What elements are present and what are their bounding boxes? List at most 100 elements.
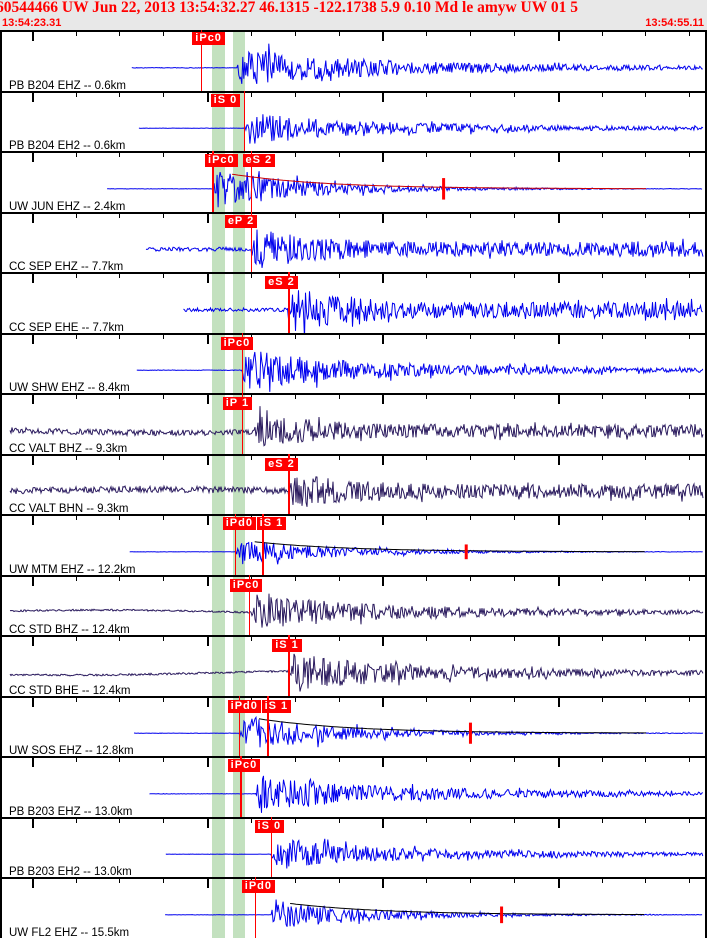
axis-tick [601,454,603,460]
axis-tick [557,212,560,223]
axis-tick [557,575,560,586]
axis-tick [601,333,603,339]
axis-tick [207,756,210,767]
trace-row[interactable]: iPd0 iS 1 UW MTM EHZ -- 12.2km [0,514,707,575]
phase-pick-line[interactable] [212,151,214,212]
phase-pick-line[interactable] [250,212,253,272]
phase-pick-label[interactable]: iS 1 [272,639,302,653]
phase-pick-line[interactable] [288,272,290,333]
axis-tick [513,817,515,823]
phase-pick-label[interactable]: iPc0 [220,337,254,350]
panel-right-border [705,333,707,393]
axis-tick [207,91,210,102]
phase-pick-label[interactable]: eP 2 [224,215,258,229]
phase-pick-line[interactable] [267,696,269,756]
trace-panel[interactable]: iPc0 PB B204 EHZ -- 0.6km iS 0 PB B204 EH2 … [0,30,707,938]
axis-tick [689,454,691,460]
time-axis [0,817,707,819]
phase-pick-line[interactable] [250,151,253,212]
axis-tick [163,635,165,641]
waveform [131,43,703,85]
trace-row[interactable]: iPd0 iS 1 UW SOS EHZ -- 12.8km [0,696,707,756]
phase-pick-label[interactable]: iPc0 [192,32,225,46]
coda-window-shade [233,575,245,635]
axis-tick [382,635,385,646]
trace-row[interactable]: iS 0 PB B204 EH2 -- 0.6km [0,91,707,151]
axis-tick [689,272,691,278]
axis-tick [645,30,647,36]
axis-tick [294,333,296,339]
phase-pick-label[interactable]: iP 1 [222,397,253,411]
trace-row[interactable]: iPc0 PB B203 EHZ -- 13.0km [0,756,707,817]
phase-pick-line[interactable] [200,30,203,91]
axis-tick [207,454,210,465]
phase-pick-line[interactable] [262,514,264,575]
trace-row[interactable]: eS 2 CC SEP EHE -- 7.7km [0,272,707,333]
axis-tick [119,91,121,97]
axis-tick [382,454,385,465]
axis-tick [294,151,296,157]
phase-pick-label[interactable]: iS 1 [256,517,287,531]
phase-pick-label[interactable]: iS 0 [254,820,285,834]
axis-tick [75,393,77,399]
time-axis [0,635,707,637]
phase-pick-line[interactable] [243,91,246,151]
event-summary-line: 60544466 UW Jun 22, 2013 13:54:32.27 46.… [0,0,578,16]
phase-pick-label[interactable]: iPd0 [222,517,256,531]
axis-tick [163,393,165,399]
panel-right-border [705,756,707,817]
panel-left-border [0,272,2,333]
axis-tick [163,514,165,520]
phase-pick-label[interactable]: iPd0 [227,700,261,713]
trace-row[interactable]: eS 2 CC VALT BHN -- 9.3km [0,454,707,514]
phase-pick-line[interactable] [241,333,244,393]
phase-pick-line[interactable] [234,514,237,575]
axis-tick [601,756,603,762]
axis-tick [119,696,121,702]
phase-pick-label[interactable]: iPc0 [229,579,263,592]
panel-right-border [705,212,707,272]
phase-pick-label[interactable]: eS 2 [242,154,276,168]
trace-row[interactable]: iPc0 PB B204 EHZ -- 0.6km [0,30,707,91]
phase-pick-line[interactable] [288,454,290,514]
station-channel-label: CC VALT BHZ -- 9.3km [9,443,128,454]
axis-tick [689,635,691,641]
trace-row[interactable]: iPc0 CC STD BHZ -- 12.4km [0,575,707,635]
phase-pick-line[interactable] [241,393,244,454]
phase-pick-label[interactable]: iS 1 [261,700,292,713]
phase-pick-label[interactable]: iS 0 [210,94,241,108]
axis-tick [470,30,472,36]
trace-row[interactable]: iP 1 CC VALT BHZ -- 9.3km [0,393,707,454]
axis-tick [119,575,121,581]
axis-tick [689,151,691,157]
trace-row[interactable]: iPc0 eS 2 UW JUN EHZ -- 2.4km [0,151,707,212]
coda-window-shade [233,454,245,514]
time-axis [0,575,707,577]
trace-row[interactable]: iPd0 UW FL2 EHZ -- 15.5km [0,877,707,938]
phase-pick-label[interactable]: iPc0 [227,759,261,773]
coda-window-shade [212,212,225,272]
axis-tick [31,30,34,41]
trace-row[interactable]: iS 1 CC STD BHE -- 12.4km [0,635,707,696]
trace-row[interactable]: iPc0 UW SHW EHZ -- 8.4km [0,333,707,393]
panel-left-border [0,212,2,272]
coda-window-shade [233,393,245,454]
trace-row[interactable]: eP 2 CC SEP EHZ -- 7.7km [0,212,707,272]
axis-tick [426,575,428,581]
axis-tick [31,817,34,828]
phase-pick-label[interactable]: iPd0 [241,880,276,894]
panel-left-border [0,91,2,151]
phase-pick-line[interactable] [248,575,251,635]
phase-pick-line[interactable] [240,756,242,817]
trace-row[interactable]: iS 0 PB B203 EH2 -- 13.0km [0,817,707,877]
phase-pick-line[interactable] [270,817,273,877]
panel-right-border [705,877,707,938]
axis-tick [250,635,252,641]
phase-pick-label[interactable]: eS 2 [265,276,298,290]
phase-pick-line[interactable] [238,696,241,756]
phase-pick-line[interactable] [254,877,257,938]
phase-pick-label[interactable]: iPc0 [205,154,238,168]
phase-pick-label[interactable]: eS 2 [265,458,298,471]
axis-tick [426,151,428,157]
phase-pick-line[interactable] [288,635,290,696]
